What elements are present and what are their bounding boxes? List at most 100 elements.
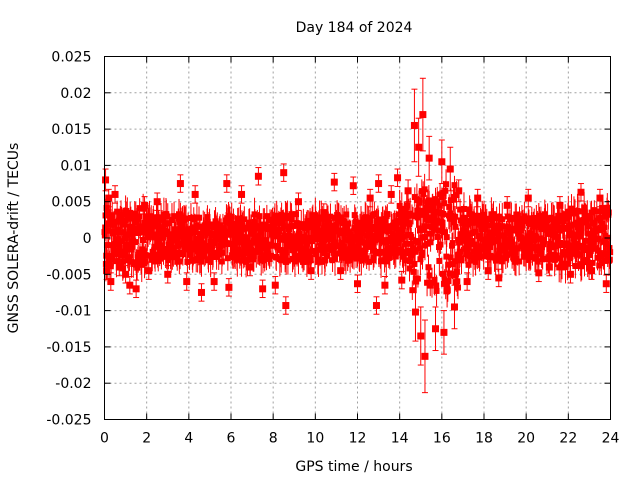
noise-marker (140, 248, 147, 255)
noise-marker (201, 253, 208, 260)
noise-marker (154, 251, 161, 258)
data-point (103, 267, 111, 275)
noise-marker (300, 258, 307, 265)
noise-marker (126, 231, 133, 238)
noise-marker (431, 213, 438, 220)
noise-marker (450, 196, 457, 203)
noise-marker (131, 229, 138, 236)
noise-marker (302, 246, 309, 253)
noise-marker (219, 249, 226, 256)
noise-marker (422, 234, 429, 241)
noise-marker (534, 221, 541, 228)
noise-marker (227, 223, 234, 230)
data-point (375, 180, 383, 188)
noise-marker (273, 254, 280, 261)
noise-marker (389, 236, 396, 243)
noise-marker (194, 223, 201, 230)
noise-marker (578, 224, 585, 231)
noise-marker (269, 242, 276, 249)
data-point (223, 180, 231, 188)
noise-marker (439, 270, 446, 277)
noise-marker (536, 235, 543, 242)
noise-marker (578, 263, 585, 270)
noise-marker (525, 215, 532, 222)
noise-marker (539, 255, 546, 262)
noise-marker (210, 252, 217, 259)
noise-marker (451, 219, 458, 226)
noise-marker (437, 241, 444, 248)
noise-marker (196, 214, 203, 221)
noise-marker (118, 215, 125, 222)
noise-marker (266, 255, 273, 262)
noise-marker (170, 254, 177, 261)
data-point (566, 270, 574, 278)
noise-marker (538, 244, 545, 251)
data-layer (101, 77, 614, 394)
noise-band (101, 169, 614, 308)
noise-marker (198, 232, 205, 239)
noise-marker (110, 247, 117, 254)
noise-marker (504, 237, 511, 244)
noise-marker (498, 258, 505, 265)
y-axis-label: GNSS SOLERA-drift / TECUs (6, 143, 22, 334)
noise-marker (295, 220, 302, 227)
data-point (122, 270, 130, 278)
x-tick-label: 0 (100, 431, 109, 447)
tick-layer: 0 2 4 6 8 10 12 14 16 18 20 22 240.0250.020.0150.010… (46, 50, 619, 447)
noise-marker (425, 217, 432, 224)
noise-marker (427, 239, 434, 246)
noise-marker (397, 212, 404, 219)
noise-marker (584, 214, 591, 221)
noise-marker (505, 224, 512, 231)
noise-marker (414, 275, 421, 282)
noise-marker (242, 237, 249, 244)
noise-marker (564, 260, 571, 267)
noise-marker (415, 239, 422, 246)
noise-marker (544, 224, 551, 231)
data-point (153, 198, 161, 206)
noise-marker (426, 230, 433, 237)
noise-marker (113, 258, 120, 265)
noise-marker (471, 241, 478, 248)
data-point (183, 278, 191, 286)
noise-marker (433, 217, 440, 224)
noise-marker (113, 218, 120, 225)
noise-marker (566, 226, 573, 233)
noise-marker (117, 229, 124, 236)
noise-marker (577, 229, 584, 236)
noise-marker (364, 239, 371, 246)
noise-marker (134, 264, 141, 271)
data-point (455, 187, 463, 195)
y-tick-label: 0 (83, 231, 92, 247)
data-point (145, 267, 153, 275)
noise-marker (284, 257, 291, 264)
noise-marker (463, 218, 470, 225)
noise-marker (466, 252, 473, 259)
data-point (602, 280, 610, 288)
noise-marker (111, 251, 118, 258)
noise-marker (377, 249, 384, 256)
noise-marker (165, 241, 172, 248)
noise-marker (449, 240, 456, 247)
noise-marker (441, 276, 448, 283)
noise-marker (506, 230, 513, 237)
noise-marker (301, 253, 308, 260)
noise-marker (121, 249, 128, 256)
data-point (271, 281, 279, 289)
noise-marker (164, 245, 171, 252)
noise-marker (474, 212, 481, 219)
noise-marker (214, 229, 221, 236)
noise-marker (418, 225, 425, 232)
noise-marker (180, 240, 187, 247)
noise-marker (174, 237, 181, 244)
noise-marker (292, 245, 299, 252)
noise-marker (424, 279, 431, 286)
noise-marker (451, 182, 458, 189)
noise-marker (597, 217, 604, 224)
noise-marker (485, 222, 492, 229)
noise-marker (300, 221, 307, 228)
noise-marker (454, 278, 461, 285)
noise-marker (439, 224, 446, 231)
noise-marker (361, 225, 368, 232)
